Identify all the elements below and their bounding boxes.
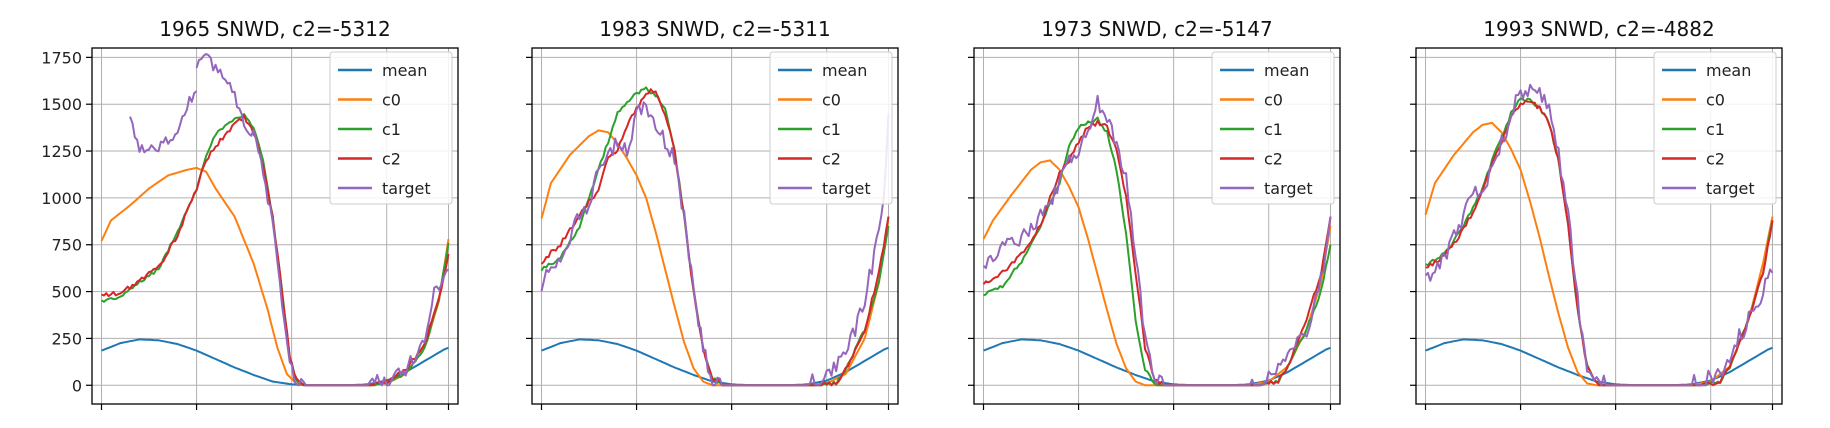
legend-label: target <box>382 179 431 198</box>
legend-label: c1 <box>822 120 841 139</box>
y-tick-label: 250 <box>51 329 82 348</box>
axes-frame <box>531 47 899 405</box>
chart-title: 1993 SNWD, c2=-4882 <box>1483 17 1714 41</box>
series-line-target <box>1424 83 1774 387</box>
chart-title: 1965 SNWD, c2=-5312 <box>159 17 390 41</box>
series-line-mean <box>541 338 889 387</box>
chart-title: 1973 SNWD, c2=-5147 <box>1041 17 1272 41</box>
legend-label: c0 <box>1264 91 1283 110</box>
legend <box>329 51 453 205</box>
chart-panel-1: 1965 SNWD, c2=-5312 0 250 500 750 1000 1250 150… <box>41 17 459 410</box>
legend-label: mean <box>1706 61 1751 80</box>
axes-frame <box>973 47 1341 405</box>
legend-label: c1 <box>1264 120 1283 139</box>
series-line-c2 <box>1425 100 1774 387</box>
legend-label: target <box>1706 179 1755 198</box>
series-line-target <box>129 90 198 154</box>
y-tick-label: 1500 <box>41 95 82 114</box>
legend-label: target <box>1264 179 1313 198</box>
y-tick-label: 1250 <box>41 142 82 161</box>
axes-frame <box>1415 47 1783 405</box>
series-line-target <box>982 94 1332 387</box>
series-line-c2 <box>540 88 890 387</box>
y-tick-label: 1750 <box>41 48 82 67</box>
legend-label: mean <box>822 61 867 80</box>
legend-label: c2 <box>1264 150 1283 169</box>
axes-frame <box>91 47 459 405</box>
chart-panel-4: 1993 SNWD, c2=-4882 mean c0 c1 c2 target <box>1410 17 1783 410</box>
series-line-mean <box>983 338 1331 387</box>
legend-label: c0 <box>1706 91 1725 110</box>
y-tick-label: 0 <box>72 376 82 395</box>
chart-title: 1983 SNWD, c2=-5311 <box>599 17 830 41</box>
legend-label: c1 <box>1706 120 1725 139</box>
legend-label: mean <box>382 61 427 80</box>
legend <box>769 51 893 205</box>
legend <box>1211 51 1335 205</box>
legend-label: c0 <box>822 91 841 110</box>
chart-panel-3: 1973 SNWD, c2=-5147 mean c0 c1 c2 target <box>968 17 1341 410</box>
chart-panel-2: 1983 SNWD, c2=-5311 mean c0 c1 c2 target <box>526 17 899 410</box>
legend-label: c2 <box>382 150 401 169</box>
series-line-target <box>195 53 450 387</box>
y-tick-label: 750 <box>51 236 82 255</box>
series-line-target <box>540 101 890 387</box>
legend-label: c2 <box>822 150 841 169</box>
legend-label: c0 <box>382 91 401 110</box>
legend-label: target <box>822 179 871 198</box>
legend-label: mean <box>1264 61 1309 80</box>
y-tick-label: 500 <box>51 283 82 302</box>
legend-label: c1 <box>382 120 401 139</box>
y-tick-label: 1000 <box>41 189 82 208</box>
series-line-mean <box>1425 338 1773 387</box>
legend <box>1653 51 1777 205</box>
legend-label: c2 <box>1706 150 1725 169</box>
